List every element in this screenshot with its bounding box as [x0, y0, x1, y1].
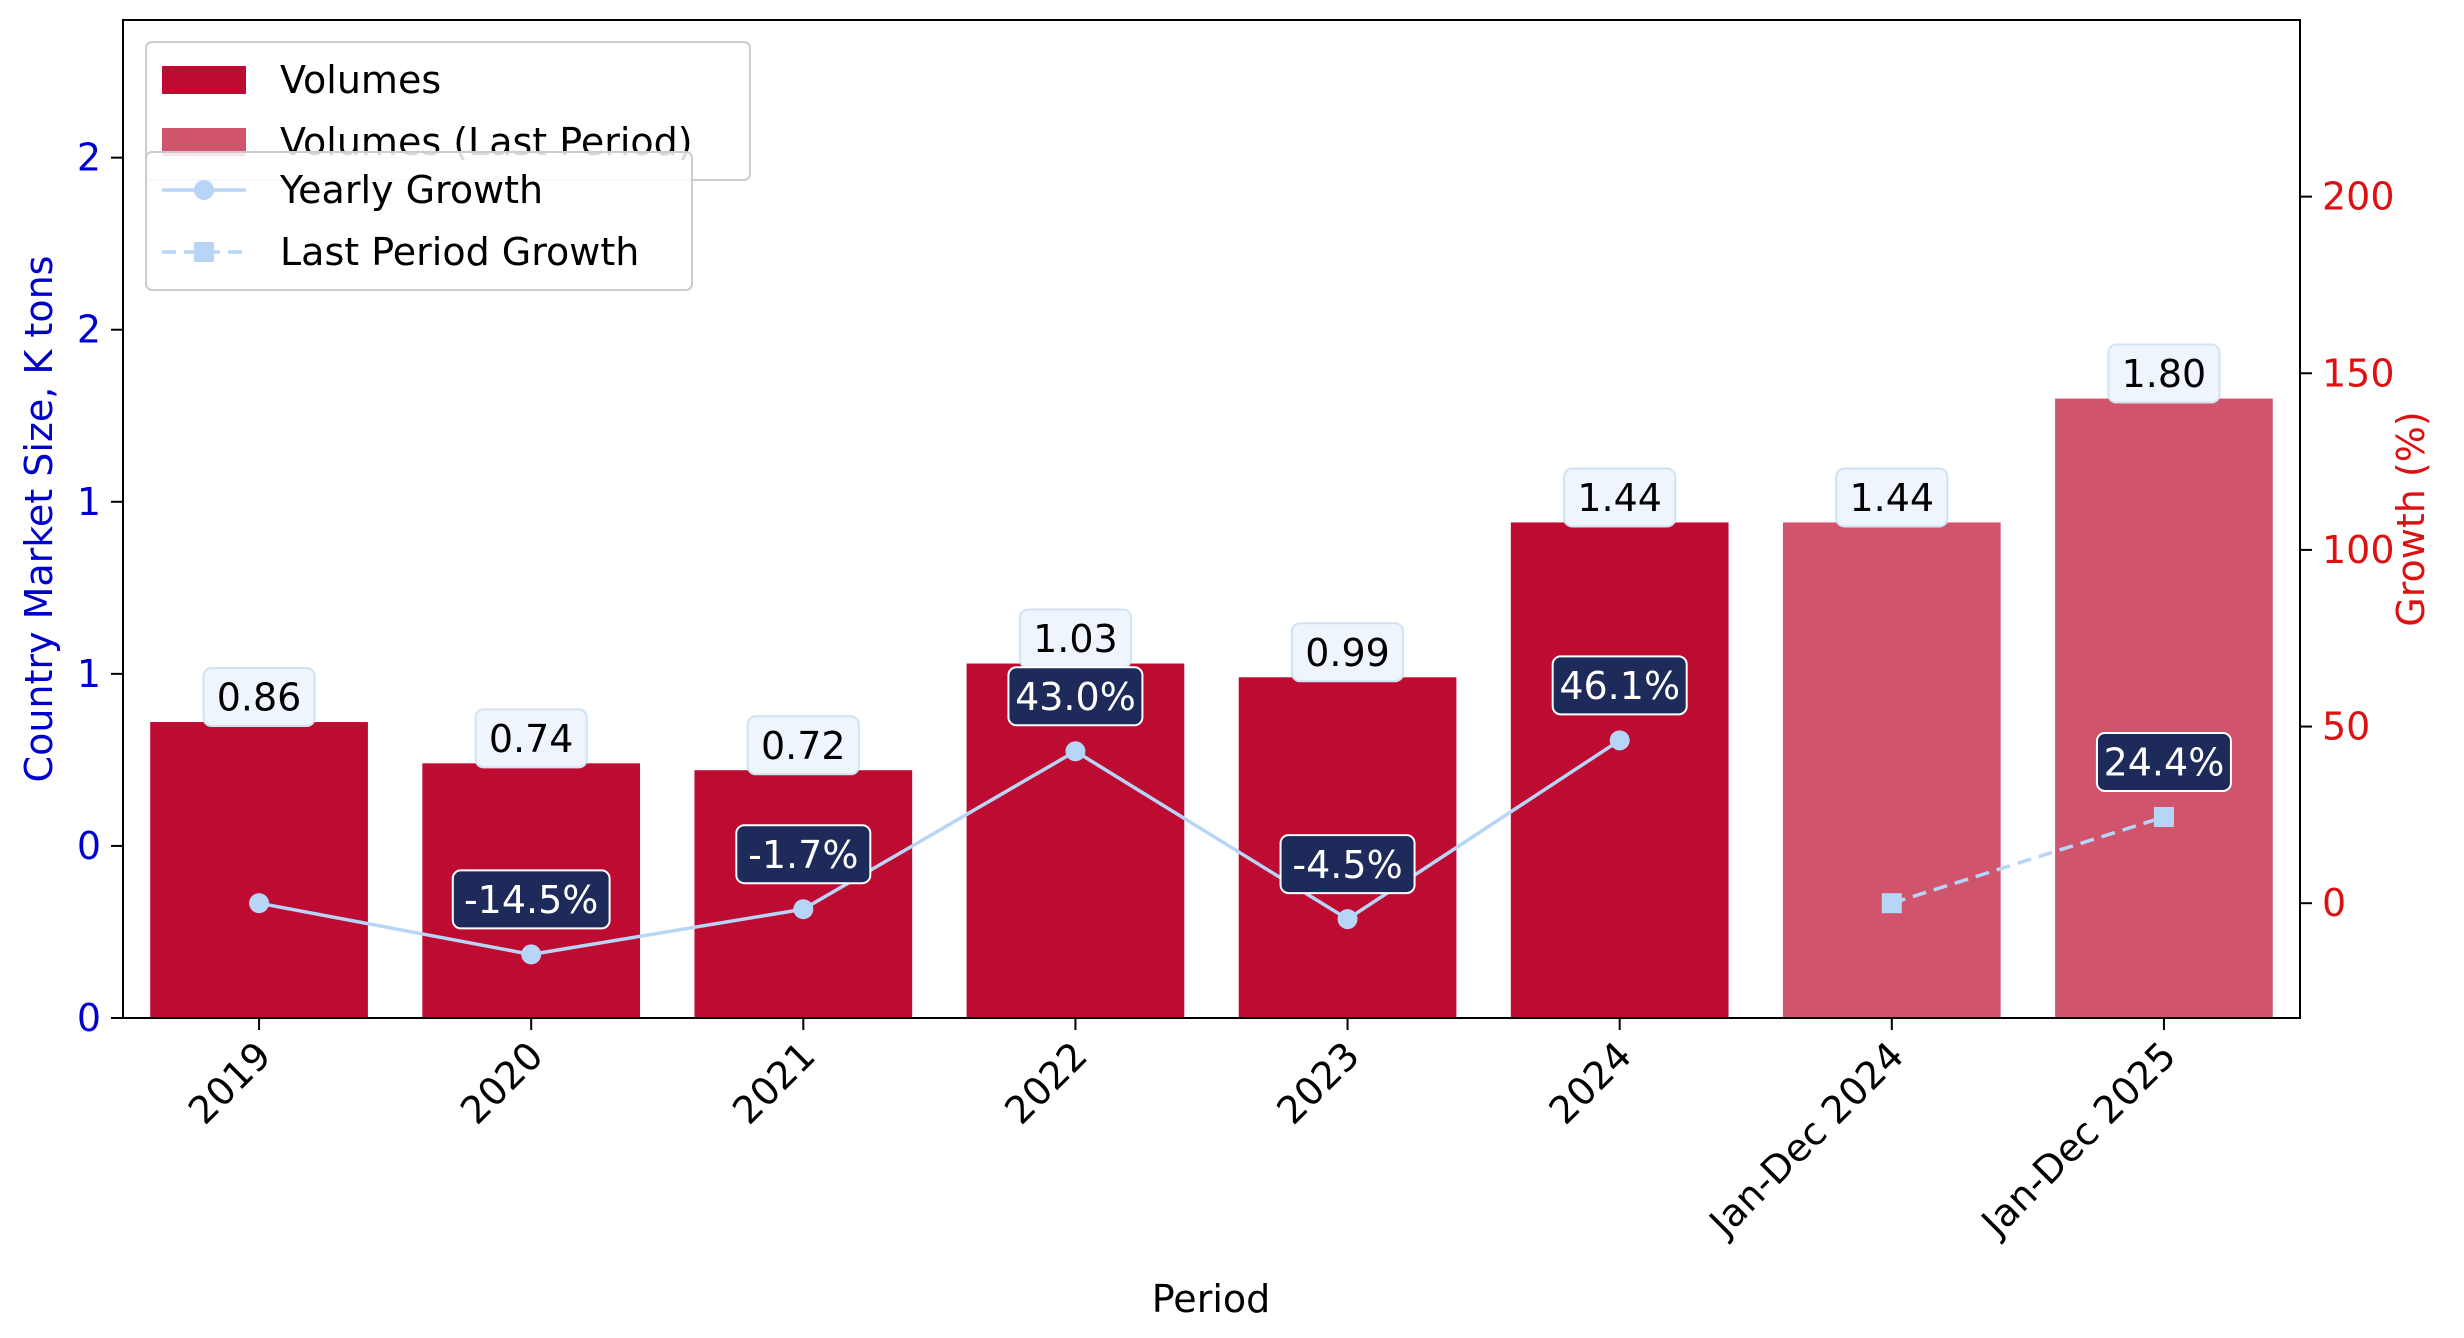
growth-label-2022: 43.0% [1007, 666, 1144, 727]
x-tick-label-jan-dec-2024: Jan-Dec 2024 [1700, 1033, 1913, 1246]
value-label-2023-box [1290, 622, 1405, 683]
x-tick-label-jan-dec-2025: Jan-Dec 2025 [1972, 1033, 2185, 1246]
marker-2022 [1065, 741, 1086, 762]
x-tick-label-2019: 2019 [180, 1033, 280, 1133]
value-label-jan-dec-2024-text: 1.44 [1850, 476, 1935, 520]
value-label-jan-dec-2025: 1.80 [2107, 343, 2221, 404]
growth-label-jan-dec-2025-box [2095, 731, 2232, 792]
right-tick-label-150: 150 [2322, 351, 2395, 395]
left-tick-label-1: 0 [77, 824, 101, 868]
left-y-axis-title: Country Market Size, K tons [17, 256, 61, 783]
right-tick-label-100: 100 [2322, 528, 2395, 572]
growth-label-2020-text: -14.5% [464, 878, 598, 922]
legend-item-volumes-swatch [162, 66, 246, 94]
x-axis-title: Period [1152, 1277, 1271, 1321]
bar-jan-dec-2025 [2055, 398, 2273, 1018]
value-label-2024-text: 1.44 [1577, 476, 1662, 520]
right-y-axis: 0 50 100 150 200 [2300, 175, 2395, 925]
marker-jan-dec-2025 [2153, 806, 2174, 827]
bar-2021 [694, 770, 913, 1018]
value-label-2023: 0.99 [1290, 622, 1405, 683]
bar-jan-dec-2024 [1782, 522, 2001, 1018]
value-label-jan-dec-2025-box [2107, 343, 2221, 404]
legend-item-volumes-label: Volumes [280, 58, 441, 102]
legend-item-yearly-growth-label: Yearly Growth [279, 168, 543, 212]
value-label-2022-text: 1.03 [1033, 617, 1118, 661]
x-axis: 2019 2020 2021 2022 2023 2024 Jan-Dec 2024 Jan-… [180, 1018, 2184, 1246]
growth-label-2023-text: -4.5% [1292, 843, 1402, 887]
value-label-2019-box [202, 667, 316, 728]
value-label-2019-text: 0.86 [217, 676, 302, 720]
left-tick-label-2: 1 [77, 652, 101, 696]
value-label-2024-box [1563, 467, 1677, 528]
value-label-2021-box [746, 715, 860, 776]
growth-label-2022-text: 43.0% [1015, 675, 1136, 719]
legend-item-last-period-growth: Last Period Growth [162, 230, 639, 274]
value-label-2021-text: 0.72 [761, 724, 846, 768]
legend-item-yearly-growth: Yearly Growth [162, 168, 543, 212]
growth-label-2021-box [735, 824, 872, 885]
value-label-jan-dec-2024: 1.44 [1835, 467, 1949, 528]
left-y-axis: 0 0 1 1 2 2 [77, 136, 123, 1040]
x-tick-label-2023: 2023 [1268, 1033, 1368, 1133]
value-label-2022: 1.03 [1018, 608, 1133, 669]
right-tick-label-0: 0 [2322, 881, 2346, 925]
growth-label-2021: -1.7% [735, 824, 872, 885]
left-tick-label-0: 0 [77, 996, 101, 1040]
legend-growth: Yearly Growth Last Period Growth [145, 151, 693, 291]
growth-label-2024-box [1551, 655, 1688, 716]
bar-2019 [150, 722, 368, 1018]
right-tick-label-50: 50 [2322, 705, 2370, 749]
plot-frame [122, 19, 2301, 1019]
value-label-2020: 0.74 [474, 708, 588, 769]
value-label-jan-dec-2025-text: 1.80 [2122, 352, 2207, 396]
marker-jan-dec-2024 [1881, 893, 1902, 914]
right-y-axis-title: Growth (%) [2389, 411, 2433, 626]
x-tick-label-2020: 2020 [452, 1033, 552, 1133]
growth-label-jan-dec-2025-text: 24.4% [2104, 741, 2225, 785]
growth-label-jan-dec-2025: 24.4% [2095, 731, 2232, 792]
value-label-2024: 1.44 [1563, 467, 1677, 528]
legend-item-yearly-growth-swatch-marker [194, 180, 214, 200]
value-label-2020-box [474, 708, 588, 769]
growth-label-2024: 46.1% [1551, 655, 1688, 716]
bar-2024 [1510, 522, 1729, 1018]
legend-item-volumes: Volumes [162, 58, 441, 102]
left-tick-label-3: 1 [77, 480, 101, 524]
marker-2019 [249, 893, 270, 914]
line-last-period-growth [1891, 815, 2165, 905]
growth-label-2020: -14.5% [451, 869, 611, 930]
marker-2023 [1337, 909, 1358, 930]
growth-label-2024-text: 46.1% [1559, 664, 1680, 708]
growth-label-2022-box [1007, 666, 1144, 727]
x-tick-label-2022: 2022 [996, 1033, 1096, 1133]
growth-label-2023: -4.5% [1279, 834, 1416, 895]
value-label-2020-text: 0.74 [489, 717, 574, 761]
x-tick-label-2021: 2021 [724, 1033, 824, 1133]
value-label-2021: 0.72 [746, 715, 860, 776]
marker-2024 [1609, 730, 1630, 751]
value-label-2019: 0.86 [202, 667, 316, 728]
x-tick-label-2024: 2024 [1541, 1033, 1641, 1133]
marker-2021 [793, 899, 814, 920]
value-label-jan-dec-2024-box [1835, 467, 1949, 528]
left-tick-label-4: 2 [77, 308, 101, 352]
value-label-2023-text: 0.99 [1305, 631, 1390, 675]
growth-label-2020-box [451, 869, 611, 930]
right-tick-label-200: 200 [2322, 175, 2395, 219]
data-labels-layer: 0.86 0.74 0.72 1.03 0.99 1.44 1.44 1.80 -14.5% -1… [202, 343, 2232, 930]
legend-2-frame [145, 151, 693, 291]
left-tick-label-5: 2 [77, 136, 101, 180]
growth-label-2021-text: -1.7% [748, 833, 858, 877]
legend-item-last-period-growth-label: Last Period Growth [280, 230, 639, 274]
growth-label-2023-box [1279, 834, 1416, 895]
marker-2020 [521, 944, 542, 965]
legend-item-last-period-growth-swatch-marker [194, 242, 214, 262]
